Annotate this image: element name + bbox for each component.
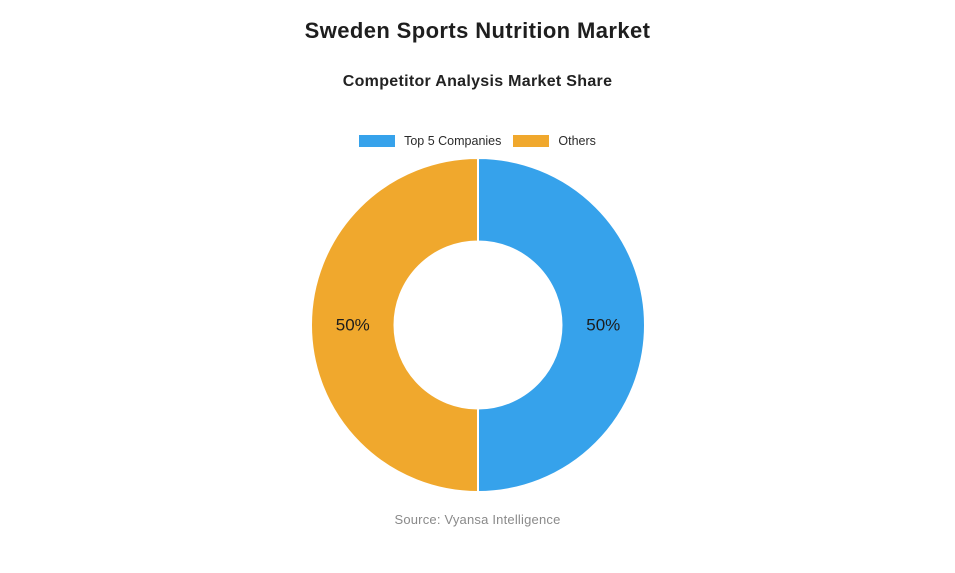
source-caption: Source: Vyansa Intelligence	[394, 512, 561, 527]
slice-value-label: 50%	[586, 316, 620, 335]
legend-item-others[interactable]: Others	[513, 134, 596, 148]
legend-item-top5-companies[interactable]: Top 5 Companies	[359, 134, 501, 148]
legend-label-top5: Top 5 Companies	[404, 134, 502, 148]
legend-swatch-top5-icon	[359, 135, 396, 147]
doughnut-chart: 50% 50%	[308, 155, 648, 495]
page-title: Sweden Sports Nutrition Market	[304, 18, 651, 43]
donut-slice-top-5-companies[interactable]	[476, 157, 646, 493]
chart-legend: Top 5 Companies Others	[359, 134, 596, 148]
doughnut-chart-svg: 50% 50%	[309, 157, 646, 493]
slice-value-label: 50%	[335, 316, 369, 335]
donut-slice-others[interactable]	[309, 157, 479, 493]
page-subtitle: Competitor Analysis Market Share	[342, 73, 613, 90]
legend-label-others: Others	[558, 134, 596, 148]
legend-swatch-others-icon	[513, 135, 550, 147]
